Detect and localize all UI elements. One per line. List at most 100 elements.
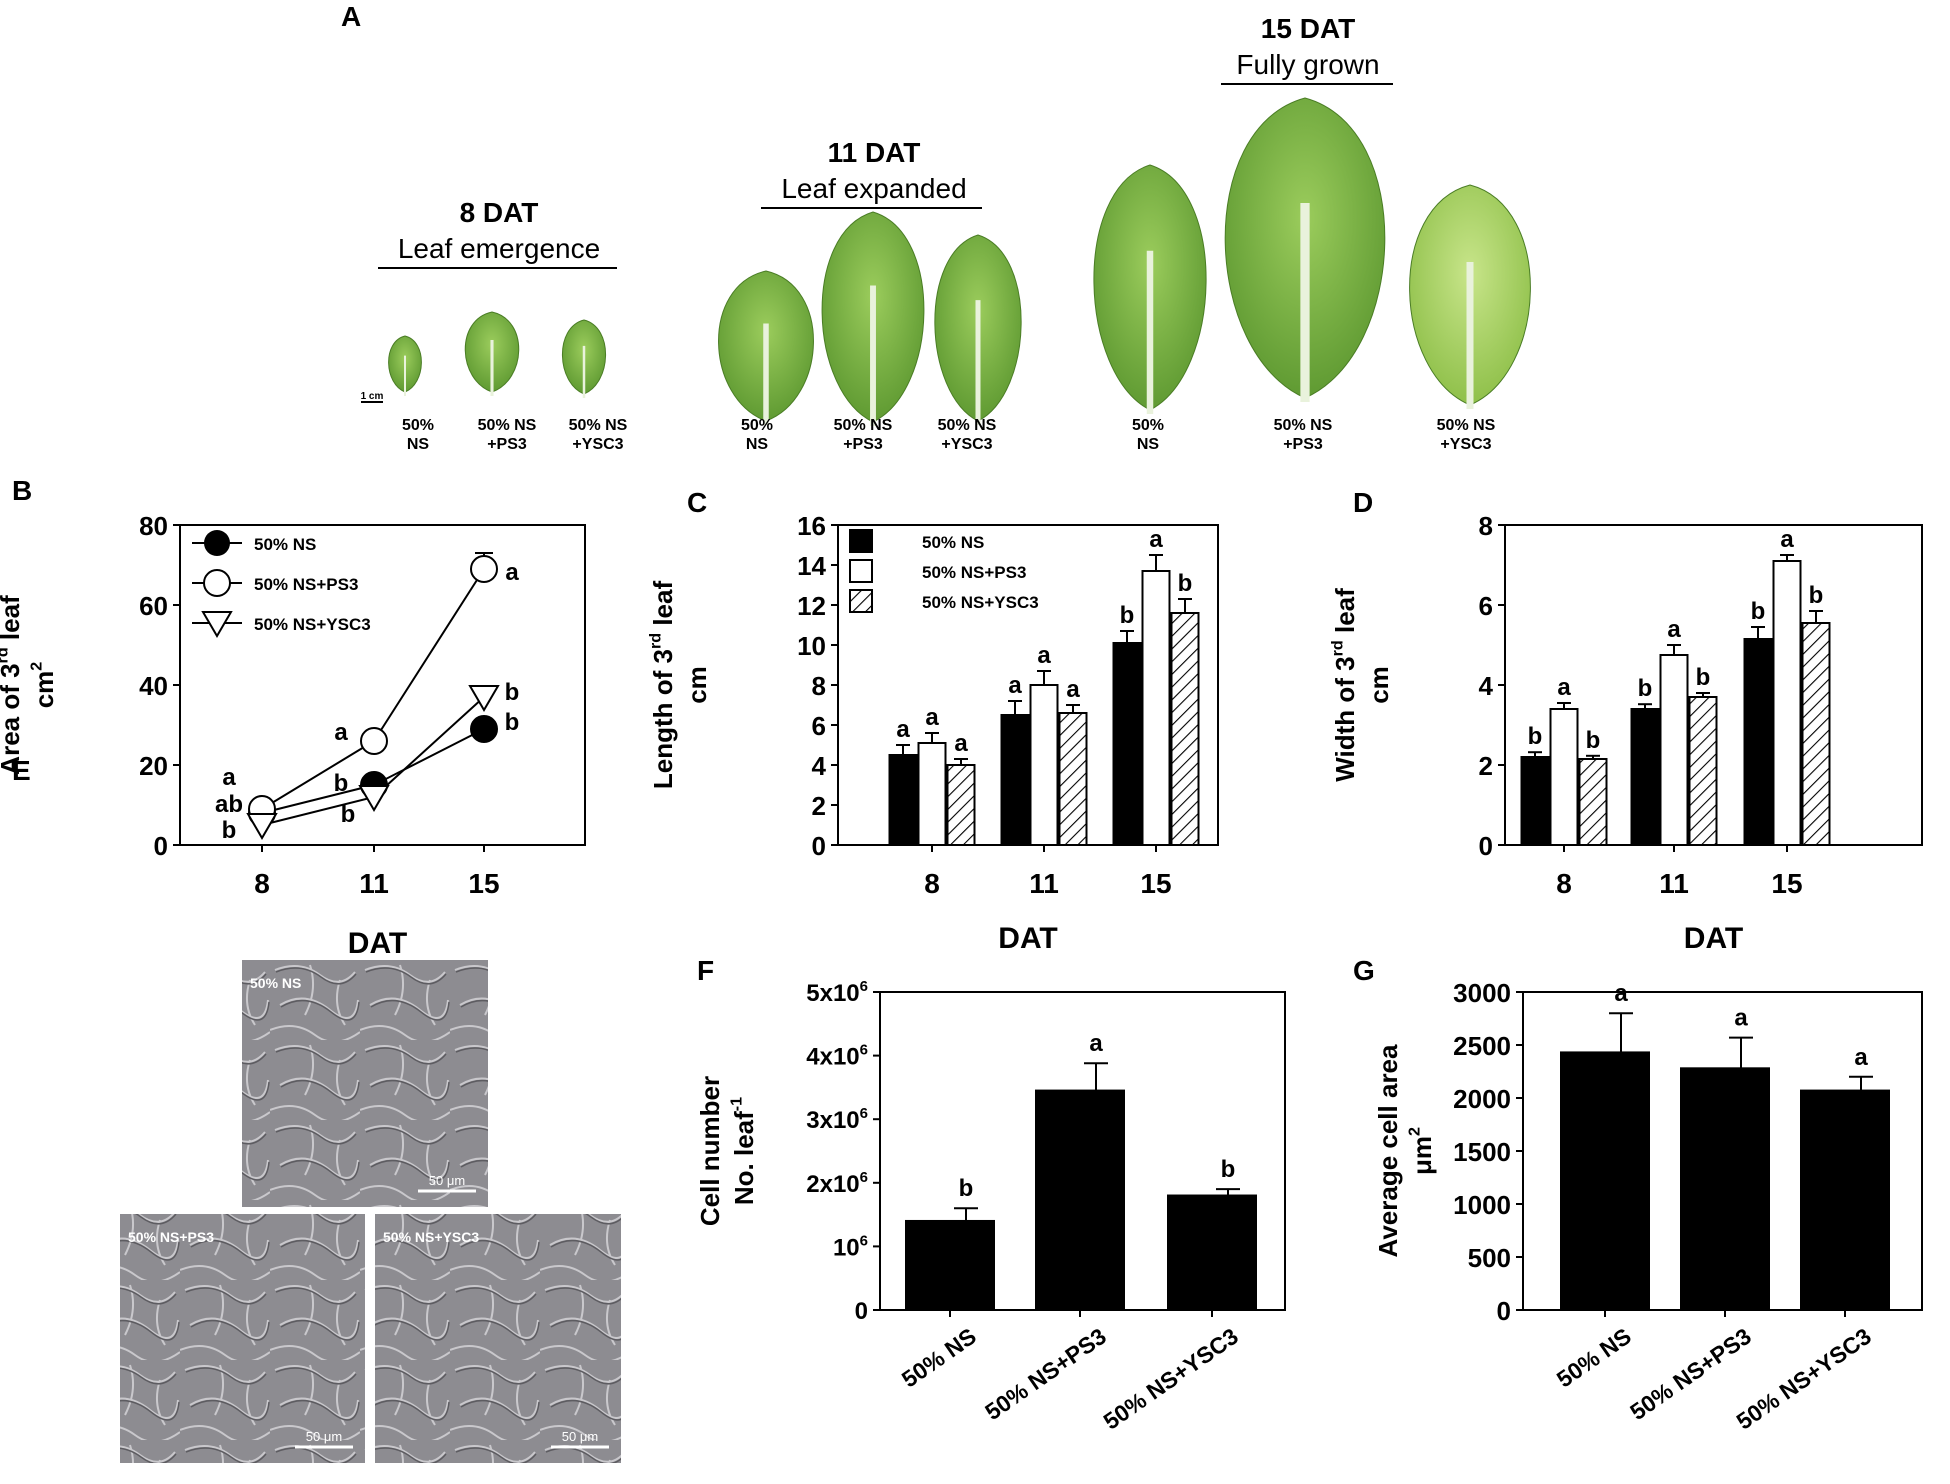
bar xyxy=(1800,1089,1890,1311)
bar xyxy=(905,1219,995,1311)
legend-marker xyxy=(201,611,233,638)
leaf-label-line1: 50% xyxy=(402,417,434,434)
significance-letter: b xyxy=(1751,598,1766,625)
stage-name: Leaf expanded xyxy=(781,173,966,204)
bar xyxy=(1058,712,1088,846)
x-tick-label: 8 xyxy=(254,868,270,899)
x-axis-label: DAT xyxy=(348,927,407,960)
leaf-stage-1: 8 DAT Leaf emergence 50% NS 50% NS +PS3 50% NS… xyxy=(378,197,628,453)
significance-letter: a xyxy=(1149,526,1163,553)
leaf-stage-3: 15 DAT Fully grown 50% NS 50% NS +PS3 50% NS +Y… xyxy=(1093,13,1531,453)
text-span: leaf xyxy=(648,581,678,633)
x-tick-label: 50% NS xyxy=(1552,1323,1636,1393)
panel-letter-b: B xyxy=(12,475,32,506)
micrograph-label: 50% NS+YSC3 xyxy=(383,1229,479,1245)
y-tick-label: 6 xyxy=(812,711,826,741)
tick-base: 10 xyxy=(833,1234,860,1261)
significance-letter: b xyxy=(341,801,356,828)
bar xyxy=(1680,1067,1770,1311)
panel-letter-e: E xyxy=(12,755,31,786)
legend-label: 50% NS xyxy=(254,535,316,554)
bar xyxy=(1688,696,1718,846)
y-tick-label: 2500 xyxy=(1453,1031,1511,1061)
significance-letter: b xyxy=(1178,570,1193,597)
leaf-label-line1: 50% NS xyxy=(1437,417,1496,434)
bar xyxy=(1772,560,1802,846)
y-tick-label: 2 xyxy=(1479,751,1493,781)
y-tick-label: 2000 xyxy=(1453,1084,1511,1114)
tick-exponent: 6 xyxy=(860,1042,868,1059)
bar xyxy=(1000,714,1030,846)
significance-letter: a xyxy=(1667,616,1681,643)
text-span: leaf xyxy=(0,595,25,647)
leaf-label-line2: NS xyxy=(1137,436,1160,453)
leaf-label-line2: +PS3 xyxy=(1283,436,1323,453)
y-tick-label: 3x106 xyxy=(806,1105,868,1134)
micrograph-scale-label: 50 μm xyxy=(306,1429,342,1444)
significance-letter: b xyxy=(1528,723,1543,750)
significance-letter: b xyxy=(1809,582,1824,609)
leaf-label-line1: 50% NS xyxy=(938,417,997,434)
x-axis-label: DAT xyxy=(1684,922,1743,955)
leaf-label-line2: NS xyxy=(746,436,769,453)
significance-letter: b xyxy=(1120,602,1135,629)
bar xyxy=(1801,622,1831,846)
y-axis-unit: cm xyxy=(1364,666,1394,704)
superscript: 2 xyxy=(1405,1127,1423,1136)
data-point xyxy=(470,715,498,743)
text-span: leaf xyxy=(1330,588,1360,640)
legend-label: 50% NS+YSC3 xyxy=(254,615,371,634)
tick-base: 0 xyxy=(855,1298,868,1325)
x-tick-label: 15 xyxy=(1771,868,1802,899)
leaf-label-line2: NS xyxy=(407,436,430,453)
leaf-stage-2: 11 DAT Leaf expanded 50% NS 50% NS +PS3 50% NS… xyxy=(718,137,1022,453)
y-tick-label: 4 xyxy=(812,751,827,781)
y-tick-label: 0 xyxy=(812,831,826,861)
leaf-label-line2: +PS3 xyxy=(487,436,527,453)
y-tick-label: 1500 xyxy=(1453,1137,1511,1167)
bar xyxy=(1167,1194,1257,1312)
panel-a: A 8 DAT Leaf emergence 50% NS 50% NS +PS3 50% … xyxy=(341,1,1531,453)
leaf-label-line1: 50% NS xyxy=(834,417,893,434)
micrograph: 50% NS 50 μm xyxy=(242,960,488,1207)
micrograph-label: 50% NS xyxy=(250,975,301,991)
y-tick-label: 4 xyxy=(1479,671,1494,701)
significance-letter: a xyxy=(925,704,939,731)
y-axis-label: Average cell area xyxy=(1373,1044,1403,1258)
leaf-label-line1: 50% NS xyxy=(1274,417,1333,434)
bar xyxy=(946,764,976,846)
text-span: cm xyxy=(682,666,712,704)
text-span: μm xyxy=(1407,1136,1437,1175)
x-tick-label: 50% NS+YSC3 xyxy=(1732,1323,1876,1435)
significance-letter: a xyxy=(1008,672,1022,699)
legend-marker xyxy=(204,530,230,556)
micrograph: 50% NS+PS3 50 μm xyxy=(120,1214,365,1463)
y-tick-label: 16 xyxy=(797,511,826,541)
leaf-label-line1: 50% NS xyxy=(569,417,628,434)
x-tick-label: 11 xyxy=(1659,868,1689,899)
legend-swatch xyxy=(849,589,873,613)
panel-letter-g: G xyxy=(1353,955,1375,986)
text-span: cm xyxy=(1364,666,1394,704)
legend-swatch xyxy=(849,559,873,583)
y-tick-label: 6 xyxy=(1479,591,1493,621)
x-tick-label: 15 xyxy=(1140,868,1171,899)
bar xyxy=(1560,1051,1650,1312)
micrograph-image xyxy=(242,960,488,1207)
significance-letter: a xyxy=(1734,1005,1748,1032)
bar xyxy=(888,754,918,846)
y-axis-unit: μm2 xyxy=(1405,1127,1437,1175)
y-axis-unit: cm2 xyxy=(27,662,59,709)
leaf-label-line2: +PS3 xyxy=(843,436,883,453)
legend-label: 50% NS+PS3 xyxy=(922,563,1026,582)
data-point xyxy=(468,685,500,712)
superscript: rd xyxy=(646,633,664,649)
y-tick-label: 106 xyxy=(833,1232,868,1261)
tick-exponent: 6 xyxy=(860,1169,868,1186)
micrograph-image xyxy=(120,1214,365,1463)
superscript: rd xyxy=(0,647,11,663)
significance-letter: ab xyxy=(215,791,243,818)
